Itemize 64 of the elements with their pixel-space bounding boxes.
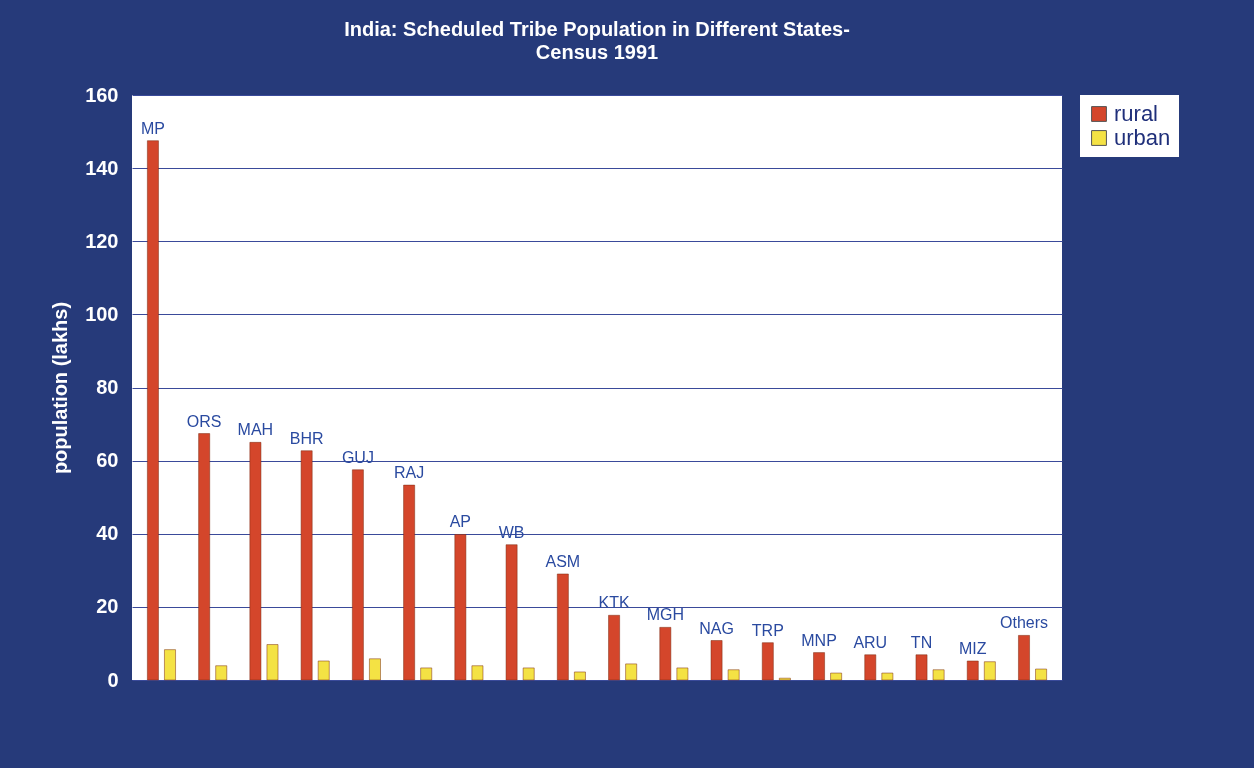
y-tick-label: 140: [85, 156, 119, 179]
bar: [659, 627, 672, 681]
bar: [522, 667, 535, 681]
chart-subtitle: Census 1991: [535, 41, 659, 63]
bar: [352, 469, 364, 681]
x-tick-label: ARU: [853, 633, 888, 651]
x-tick-label: MIZ: [958, 639, 987, 657]
y-axis-title: population (lakhs): [49, 301, 72, 475]
bar: [266, 644, 279, 681]
y-tick-label: 80: [96, 376, 119, 398]
x-tick-label: AP: [449, 513, 472, 531]
x-tick-label: BHR: [289, 429, 324, 447]
x-tick-label: MAH: [237, 421, 274, 439]
bar: [403, 484, 415, 681]
y-tick-label: 20: [96, 595, 119, 618]
bar: [147, 140, 159, 681]
x-tick-label: TN: [910, 633, 933, 651]
bar: [881, 672, 894, 681]
x-tick-label: TRP: [751, 621, 784, 639]
y-tick-label: 0: [107, 668, 119, 691]
chart-title: India: Scheduled Tribe Population in Different States-: [344, 18, 850, 40]
bar: [557, 573, 569, 681]
bar: [574, 671, 586, 681]
x-tick-label: RAJ: [394, 464, 425, 482]
x-tick-label: ORS: [186, 412, 222, 430]
y-tick-label: 60: [96, 449, 119, 472]
bar: [198, 433, 210, 681]
y-tick-label: 160: [85, 83, 119, 106]
bar: [762, 642, 774, 681]
bar: [317, 660, 330, 681]
x-tick-label: ASM: [545, 552, 581, 570]
legend-label: urban: [1114, 125, 1171, 150]
bar: [813, 652, 825, 681]
x-tick-label: MNP: [801, 631, 837, 649]
x-tick-label: MGH: [646, 606, 684, 624]
bar: [727, 669, 740, 681]
bar: [676, 667, 689, 681]
bar: [915, 654, 928, 681]
bar: [369, 658, 381, 681]
bar: [932, 669, 945, 681]
bar: [505, 544, 518, 681]
bar: [625, 663, 637, 681]
x-tick-label: Others: [999, 614, 1049, 632]
bar: [1018, 635, 1030, 681]
bar: [420, 667, 432, 681]
bar: [864, 654, 877, 681]
bar: [830, 672, 842, 681]
y-tick-label: 120: [85, 229, 119, 252]
y-tick-label: 100: [85, 302, 119, 325]
x-tick-label: MP: [140, 119, 165, 137]
bar: [215, 665, 228, 681]
bar: [454, 534, 467, 681]
x-tick-label: NAG: [699, 619, 734, 637]
bar: [966, 660, 979, 681]
bar: [300, 450, 313, 681]
bar: [471, 665, 484, 681]
bar: [164, 649, 176, 681]
bar: [710, 640, 723, 681]
bar: [608, 615, 620, 681]
legend-label: rural: [1114, 101, 1159, 126]
bar: [984, 661, 996, 681]
y-tick-label: 40: [96, 522, 119, 545]
bar: [1035, 668, 1047, 681]
bar: [249, 442, 262, 681]
